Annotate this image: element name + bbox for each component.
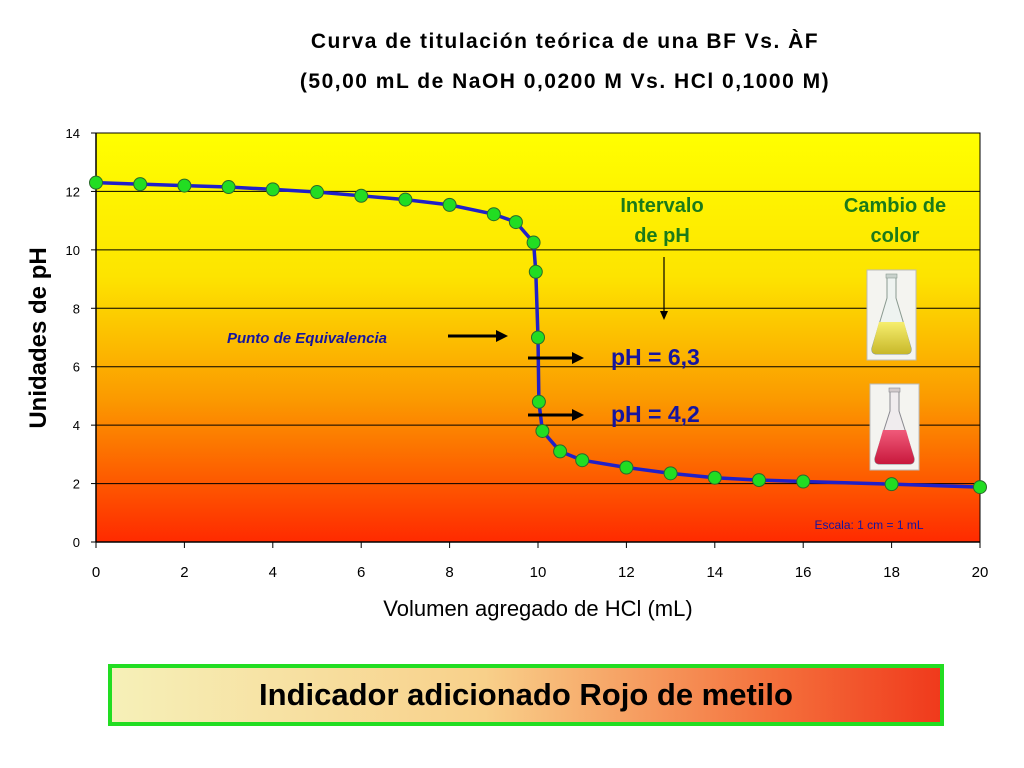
equivalence-point-label: Punto de Equivalencia xyxy=(227,330,387,347)
data-point xyxy=(310,185,324,200)
data-point xyxy=(442,197,457,212)
data-point xyxy=(575,453,590,468)
color-change-label-line2: color xyxy=(871,225,920,247)
y-tick-label: 12 xyxy=(66,184,80,199)
x-tick-label: 20 xyxy=(972,564,989,581)
indicator-banner: Indicador adicionado Rojo de metilo xyxy=(108,664,944,726)
data-point xyxy=(265,182,280,197)
y-tick-label: 2 xyxy=(73,477,80,492)
data-point xyxy=(89,175,103,190)
data-point xyxy=(398,192,413,207)
y-axis-label: Unidades de pH xyxy=(25,247,52,428)
y-tick-label: 6 xyxy=(73,360,80,375)
data-point xyxy=(354,188,369,203)
x-tick-label: 2 xyxy=(180,564,188,581)
data-point xyxy=(486,207,501,222)
ph-high-label: pH = 6,3 xyxy=(611,344,700,370)
data-point xyxy=(973,480,987,495)
indicator-label: Indicador adicionado Rojo de metilo xyxy=(259,677,793,712)
x-tick-label: 16 xyxy=(795,564,812,581)
data-point xyxy=(531,330,545,345)
ph-high-arrow xyxy=(528,352,584,364)
chart-title-line2: (50,00 mL de NaOH 0,0200 M Vs. HCl 0,100… xyxy=(299,70,831,93)
chart-title-line1: Curva de titulación teórica de una BF Vs… xyxy=(310,30,820,53)
x-tick-label: 10 xyxy=(530,564,547,581)
equivalence-arrow xyxy=(448,330,508,342)
x-tick-label: 14 xyxy=(706,564,723,581)
x-tick-label: 4 xyxy=(269,564,277,581)
ph-low-label: pH = 4,2 xyxy=(611,401,700,427)
ph-low-arrow xyxy=(528,409,584,421)
ph-interval-arrow xyxy=(660,257,668,320)
x-tick-label: 18 xyxy=(883,564,900,581)
data-point xyxy=(133,177,148,192)
red-flask-icon xyxy=(869,383,920,471)
data-point xyxy=(177,178,192,193)
x-tick-label: 6 xyxy=(357,564,365,581)
data-points xyxy=(89,175,987,495)
ph-interval-label-line1: Intervalo xyxy=(620,195,703,217)
data-point xyxy=(752,473,766,488)
y-tick-label: 14 xyxy=(66,126,80,141)
y-tick-labels: 0 2 4 6 8 10 12 14 xyxy=(66,126,80,550)
x-tick-labels: 0 2 4 6 8 10 12 14 16 18 20 xyxy=(92,564,989,581)
data-point xyxy=(531,394,546,409)
axes xyxy=(91,132,981,548)
x-tick-label: 0 xyxy=(92,564,100,581)
data-point xyxy=(663,466,678,481)
y-tick-label: 0 xyxy=(73,535,80,550)
x-tick-label: 12 xyxy=(618,564,635,581)
data-point xyxy=(796,474,811,489)
y-tick-label: 10 xyxy=(66,243,80,258)
data-point xyxy=(508,215,523,230)
x-tick-label: 8 xyxy=(445,564,453,581)
titration-chart: 0 2 4 6 8 10 12 14 0 2 4 6 8 10 12 14 16 18 20 Volumen ag… xyxy=(25,126,989,621)
data-point xyxy=(884,477,899,492)
y-tick-label: 8 xyxy=(73,301,80,316)
data-point xyxy=(553,444,568,459)
data-point xyxy=(528,264,543,279)
yellow-flask-icon xyxy=(866,269,917,361)
data-point xyxy=(535,423,550,438)
y-tick-label: 4 xyxy=(73,418,80,433)
data-point xyxy=(619,460,634,475)
x-axis-label: Volumen agregado de HCl (mL) xyxy=(383,596,692,621)
data-point xyxy=(221,180,236,195)
data-point xyxy=(526,235,541,250)
scale-note: Escala: 1 cm = 1 mL xyxy=(814,518,923,532)
color-change-label-line1: Cambio de xyxy=(844,195,946,217)
ph-interval-label-line2: de pH xyxy=(634,225,690,247)
data-point xyxy=(707,470,722,485)
